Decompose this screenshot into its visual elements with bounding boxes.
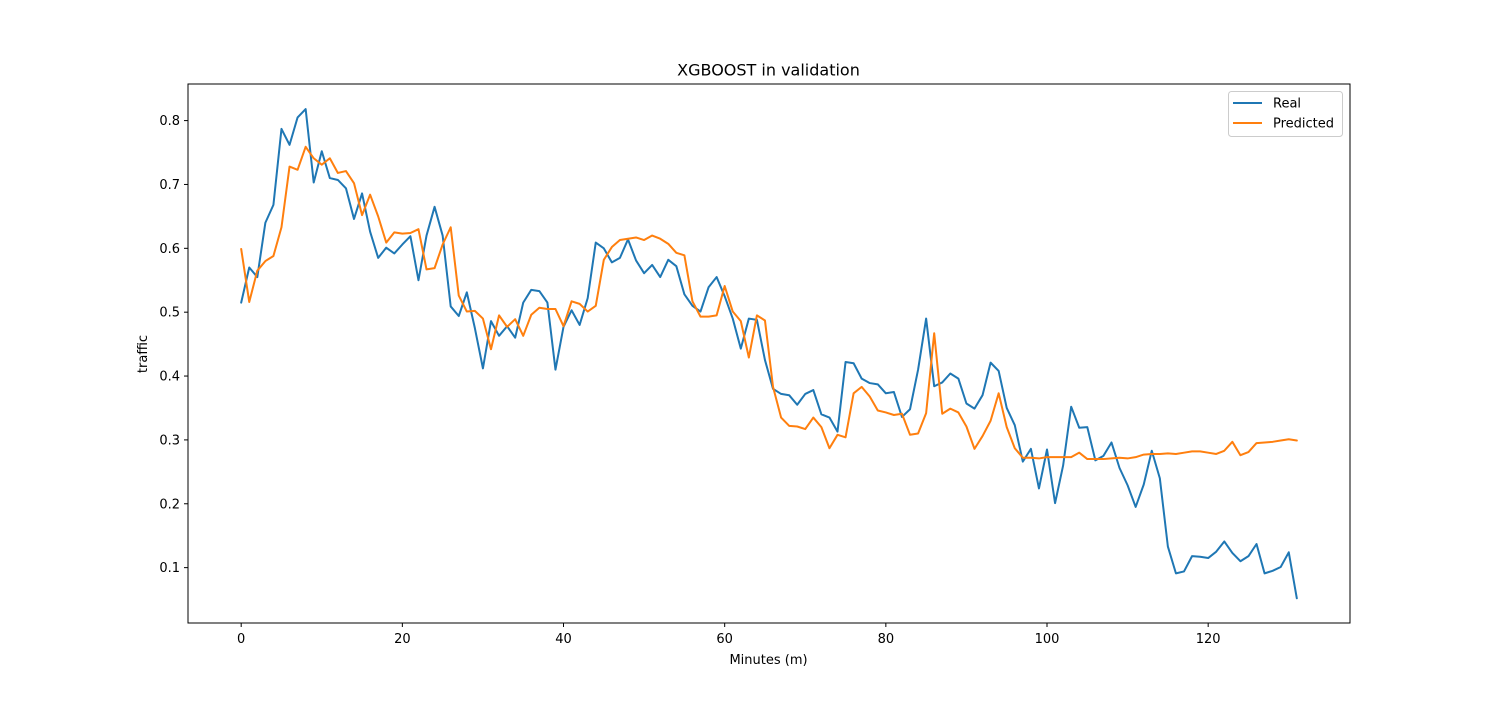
y-axis-label: traffic <box>136 335 151 373</box>
series-line-real <box>240 108 1298 600</box>
chart-title: XGBOOST in validation <box>677 61 860 80</box>
x-tick-label: 0 <box>237 632 245 647</box>
legend-label: Predicted <box>1273 117 1334 132</box>
y-tick-label: 0.6 <box>159 242 180 257</box>
x-tick-label: 60 <box>716 632 733 647</box>
plot-frame <box>187 83 1351 624</box>
y-tick-label: 0.8 <box>159 114 180 129</box>
axes: 0 20 40 60 80 100 120 0.1 0.2 0.3 0.4 0.5 0.6 0.7 0.8 <box>159 83 1351 647</box>
y-tick-label: 0.4 <box>159 370 180 385</box>
y-tick-label: 0.2 <box>159 497 180 512</box>
x-tick-label: 120 <box>1196 632 1221 647</box>
x-tick-label: 40 <box>555 632 572 647</box>
y-tick-label: 0.3 <box>159 433 180 448</box>
y-tick-label: 0.5 <box>159 306 180 321</box>
x-axis-label: Minutes (m) <box>729 653 807 668</box>
series-lines <box>240 108 1298 600</box>
x-tick-label: 100 <box>1035 632 1060 647</box>
legend: Real Predicted <box>1228 91 1343 137</box>
series-line-predicted <box>240 145 1298 461</box>
x-tick-label: 20 <box>394 632 411 647</box>
x-tick-label: 80 <box>878 632 895 647</box>
y-tick-label: 0.7 <box>159 178 180 193</box>
legend-label: Real <box>1273 97 1301 112</box>
y-tick-label: 0.1 <box>159 561 180 576</box>
